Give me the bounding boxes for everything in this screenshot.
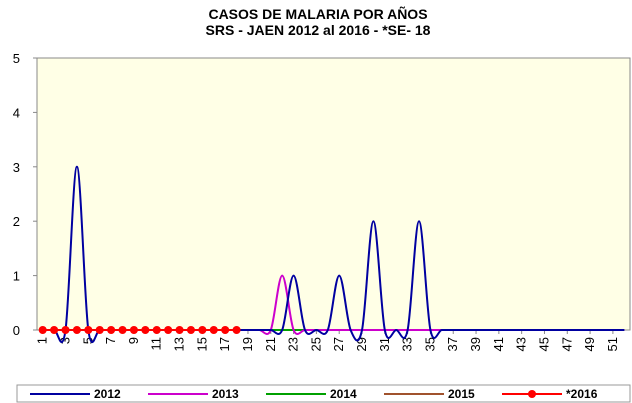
x-tick-label: 49 xyxy=(582,337,597,351)
point xyxy=(141,326,150,334)
point xyxy=(129,326,138,334)
legend-marker xyxy=(528,390,536,398)
x-tick-label: 17 xyxy=(217,337,232,351)
chart-subtitle: SRS - JAEN 2012 al 2016 - *SE- 18 xyxy=(206,22,431,38)
chart-title: CASOS DE MALARIA POR AÑOS xyxy=(208,5,427,22)
x-tick-label: 13 xyxy=(172,337,187,351)
point xyxy=(107,326,116,334)
point xyxy=(152,326,161,334)
point xyxy=(164,326,173,334)
x-tick-label: 19 xyxy=(240,337,255,351)
point xyxy=(198,326,207,334)
legend-label: 2013 xyxy=(212,387,239,401)
point xyxy=(175,326,184,334)
point xyxy=(209,326,218,334)
x-tick-label: 1 xyxy=(35,337,50,344)
x-tick-label: 47 xyxy=(559,337,574,351)
x-tick-label: 7 xyxy=(103,337,118,344)
point xyxy=(186,326,195,334)
x-tick-label: 37 xyxy=(445,337,460,351)
x-tick-label: 45 xyxy=(536,337,551,351)
point xyxy=(84,326,93,334)
x-tick-label: 23 xyxy=(286,337,301,351)
point xyxy=(38,326,47,334)
legend-label: 2012 xyxy=(94,387,121,401)
x-tick-label: 41 xyxy=(491,337,506,351)
x-tick-label: 11 xyxy=(149,337,164,351)
y-tick-label: 2 xyxy=(13,214,20,229)
legend-label: *2016 xyxy=(566,387,598,401)
y-tick-label: 4 xyxy=(13,105,20,120)
point xyxy=(221,326,230,334)
plot-area xyxy=(36,57,631,331)
x-tick-label: 21 xyxy=(263,337,278,351)
point xyxy=(72,326,81,334)
x-tick-label: 33 xyxy=(400,337,415,351)
x-tick-label: 43 xyxy=(514,337,529,351)
legend-label: 2015 xyxy=(448,387,475,401)
y-tick-label: 1 xyxy=(13,269,20,284)
point xyxy=(118,326,127,334)
x-tick-label: 51 xyxy=(605,337,620,351)
x-tick-label: 27 xyxy=(331,337,346,351)
x-tick-label: 35 xyxy=(422,337,437,351)
legend-label: 2014 xyxy=(330,387,357,401)
point xyxy=(61,326,70,334)
x-tick-label: 3 xyxy=(58,337,73,344)
x-tick-label: 31 xyxy=(377,337,392,351)
y-tick-label: 3 xyxy=(13,160,20,175)
x-tick-label: 15 xyxy=(194,337,209,351)
point xyxy=(232,326,241,334)
x-tick-label: 25 xyxy=(308,337,323,351)
x-tick-label: 5 xyxy=(80,337,95,344)
y-tick-label: 0 xyxy=(13,323,20,338)
point xyxy=(95,326,104,334)
x-tick-label: 9 xyxy=(126,337,141,344)
x-tick-label: 39 xyxy=(468,337,483,351)
point xyxy=(50,326,59,334)
y-tick-label: 5 xyxy=(13,51,20,66)
